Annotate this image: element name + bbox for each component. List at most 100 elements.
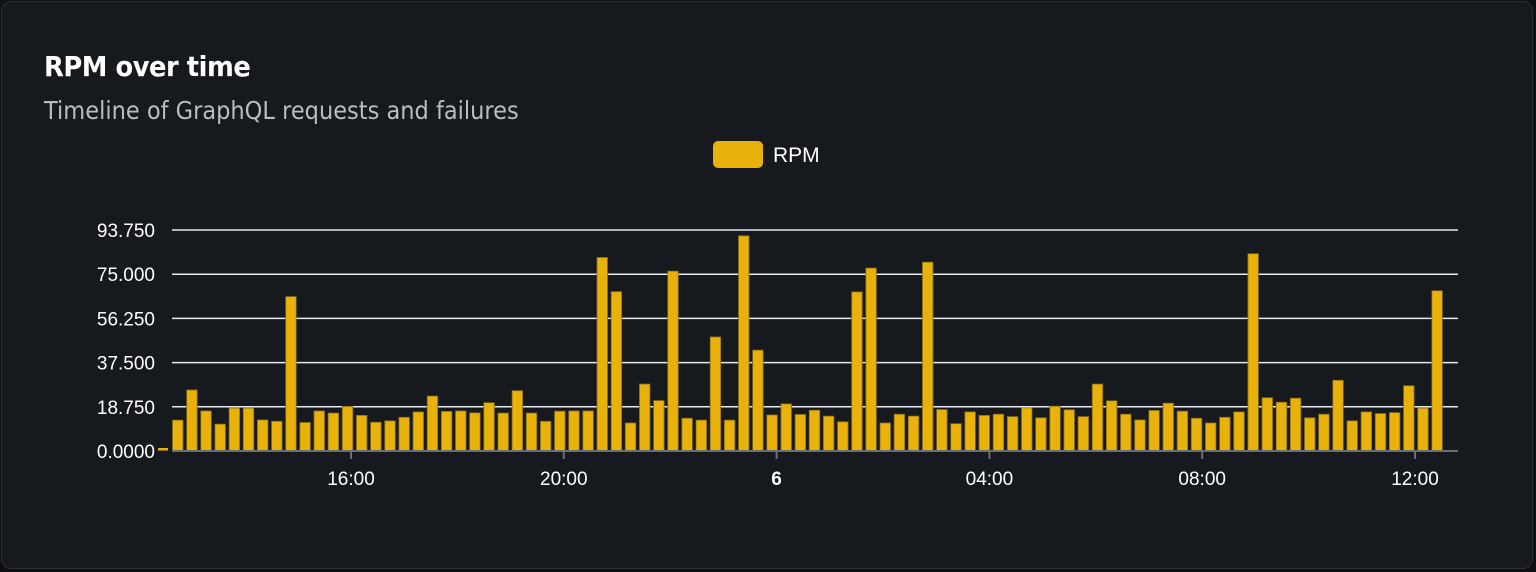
bar[interactable] <box>568 410 580 452</box>
bar[interactable] <box>341 406 354 452</box>
bar[interactable] <box>554 410 566 452</box>
bar[interactable] <box>1332 379 1344 452</box>
bar[interactable] <box>978 415 990 452</box>
bar[interactable] <box>893 413 906 452</box>
bar[interactable] <box>540 420 552 452</box>
bar[interactable] <box>1346 420 1358 452</box>
bar[interactable] <box>327 412 340 452</box>
bar[interactable] <box>511 390 523 452</box>
bar[interactable] <box>1233 411 1245 452</box>
bar[interactable] <box>992 413 1005 452</box>
bar[interactable] <box>1021 407 1033 452</box>
bar[interactable] <box>228 407 241 452</box>
bar[interactable] <box>356 415 368 452</box>
bar[interactable] <box>271 420 283 452</box>
zero-marker <box>158 448 168 451</box>
bar[interactable] <box>483 402 495 452</box>
bar[interactable] <box>596 257 608 452</box>
x-axis: 16:00 20:00 6 04:00 08:00 12:00 <box>172 450 1458 490</box>
bar[interactable] <box>624 422 637 452</box>
bar[interactable] <box>384 420 396 452</box>
bar[interactable] <box>879 422 891 452</box>
bar[interactable] <box>851 291 863 452</box>
bar[interactable] <box>709 336 722 452</box>
bar[interactable] <box>1148 410 1160 452</box>
bar[interactable] <box>766 414 778 452</box>
bar[interactable] <box>922 261 934 452</box>
bar[interactable] <box>837 421 849 452</box>
bar[interactable] <box>1318 413 1330 452</box>
bar[interactable] <box>256 419 269 452</box>
bar[interactable] <box>582 410 594 452</box>
bar[interactable] <box>1389 412 1401 452</box>
bar[interactable] <box>723 419 736 452</box>
bar[interactable] <box>1205 422 1217 452</box>
bar[interactable] <box>1289 397 1302 452</box>
bar[interactable] <box>1219 416 1231 452</box>
bar[interactable] <box>1417 407 1429 452</box>
bar[interactable] <box>865 267 877 452</box>
bar[interactable] <box>200 410 212 452</box>
bar[interactable] <box>1063 409 1075 452</box>
bar[interactable] <box>242 407 255 452</box>
bar[interactable] <box>667 270 679 452</box>
bar[interactable] <box>285 296 297 452</box>
bar[interactable] <box>1091 383 1104 452</box>
y-tick-label: 18.750 <box>97 398 155 419</box>
bar[interactable] <box>1360 411 1372 452</box>
card-subtitle: Timeline of GraphQL requests and failure… <box>44 96 519 125</box>
bar[interactable] <box>695 419 707 452</box>
x-tick-label: 08:00 <box>1178 469 1226 490</box>
bar[interactable] <box>299 422 311 452</box>
bar[interactable] <box>780 403 792 452</box>
bar[interactable] <box>1431 290 1443 452</box>
bar[interactable] <box>950 423 962 452</box>
bar[interactable] <box>1247 253 1259 452</box>
bar[interactable] <box>1035 417 1047 452</box>
bar[interactable] <box>1304 417 1316 452</box>
bar[interactable] <box>1261 397 1273 452</box>
bar[interactable] <box>1403 385 1415 452</box>
bar[interactable] <box>936 409 948 452</box>
bar[interactable] <box>412 411 424 452</box>
bar[interactable] <box>610 291 623 452</box>
bar[interactable] <box>497 412 509 452</box>
bar[interactable] <box>525 412 538 452</box>
bar[interactable] <box>823 415 835 452</box>
bar[interactable] <box>455 410 467 452</box>
y-axis-ticks: 0.0000 18.750 37.500 56.250 75.000 93.750 <box>97 221 168 463</box>
bar[interactable] <box>1106 400 1118 452</box>
bar[interactable] <box>639 383 651 452</box>
bar[interactable] <box>1049 405 1061 452</box>
bar[interactable] <box>1275 401 1288 452</box>
bar[interactable] <box>214 423 226 452</box>
bar[interactable] <box>426 395 439 452</box>
bar[interactable] <box>172 419 184 452</box>
bar[interactable] <box>752 349 764 452</box>
bar[interactable] <box>907 415 920 452</box>
y-tick-label: 93.750 <box>97 221 155 242</box>
bar[interactable] <box>469 412 481 452</box>
bar[interactable] <box>1176 410 1189 452</box>
bar[interactable] <box>1120 413 1132 452</box>
bar[interactable] <box>1162 402 1174 452</box>
bar[interactable] <box>653 400 665 452</box>
bar[interactable] <box>313 410 325 452</box>
bar[interactable] <box>186 389 198 452</box>
bar[interactable] <box>1077 416 1089 452</box>
bar[interactable] <box>440 410 453 452</box>
bar[interactable] <box>1190 417 1203 452</box>
bar[interactable] <box>1134 419 1146 452</box>
y-tick-label: 0.0000 <box>97 442 155 463</box>
bar[interactable] <box>964 411 976 452</box>
bar[interactable] <box>370 421 382 452</box>
x-tick-label: 04:00 <box>966 469 1014 490</box>
bar[interactable] <box>681 417 693 452</box>
bar[interactable] <box>794 414 806 452</box>
bar[interactable] <box>738 235 750 452</box>
bar[interactable] <box>808 409 821 452</box>
bar[interactable] <box>1374 413 1387 452</box>
bar[interactable] <box>398 416 410 452</box>
bar[interactable] <box>1006 416 1019 452</box>
legend[interactable]: RPM <box>713 141 820 168</box>
